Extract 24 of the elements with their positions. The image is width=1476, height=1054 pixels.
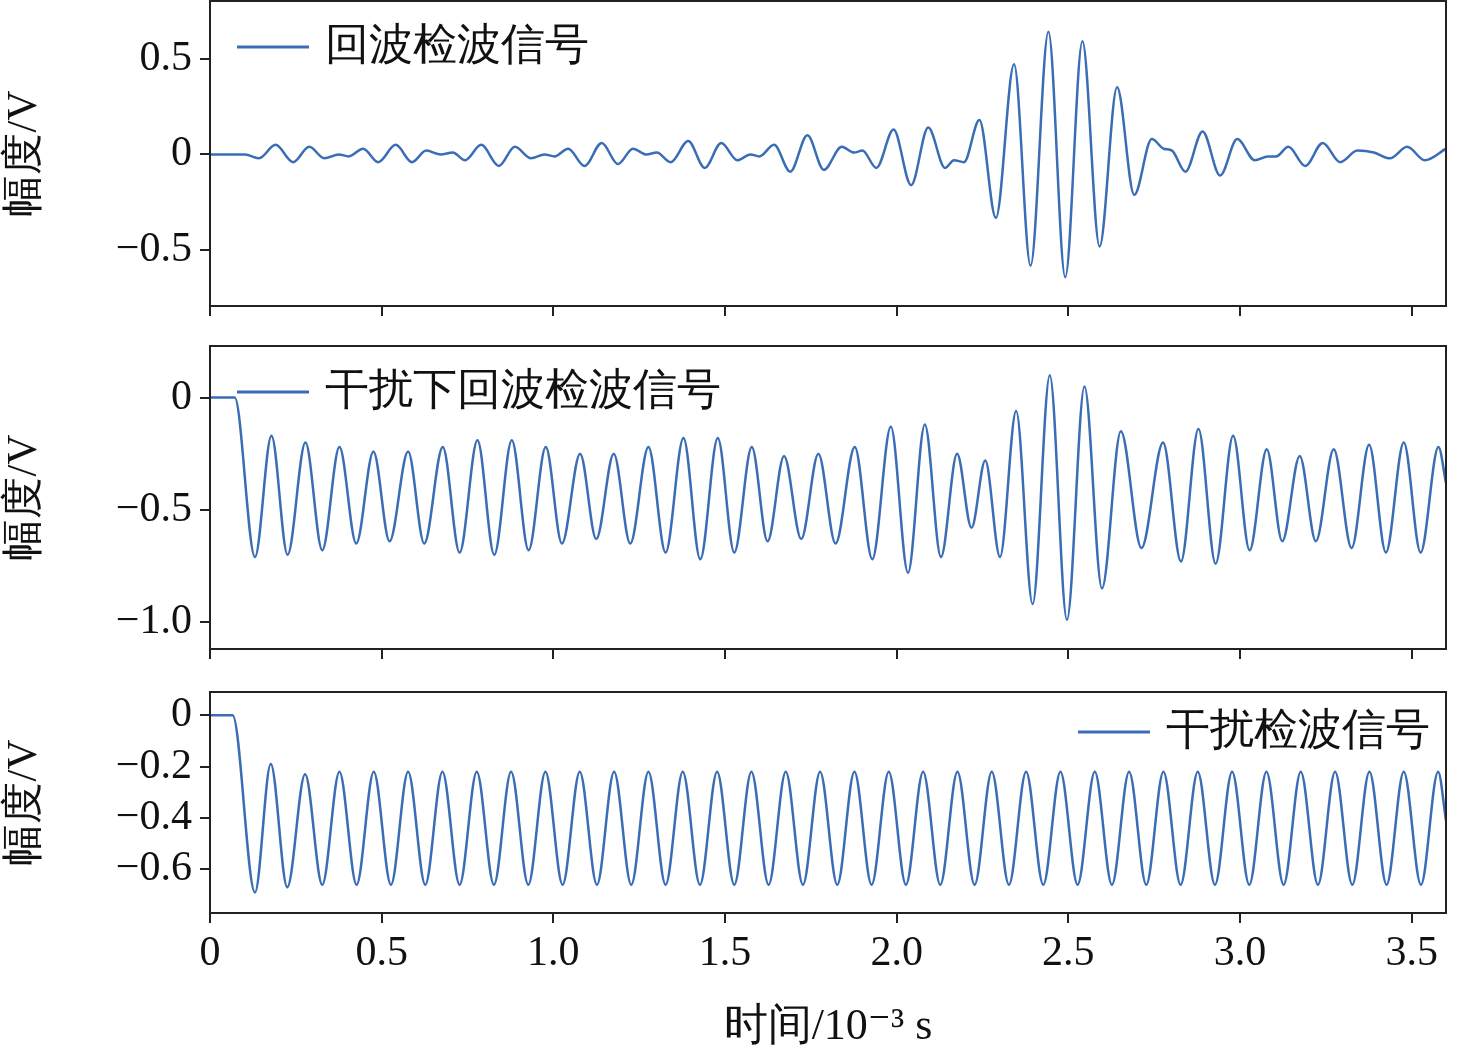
legend-label: 干扰下回波检波信号 (325, 364, 721, 414)
legend-label: 回波检波信号 (325, 19, 589, 69)
y-tick-label: −0.6 (115, 843, 192, 890)
y-tick-label: −0.5 (115, 224, 192, 271)
y-tick-label: 0.5 (139, 32, 192, 79)
y-tick-label: −0.2 (115, 740, 192, 787)
y-tick-label: −1.0 (115, 596, 192, 643)
x-tick-label: 2.0 (870, 928, 923, 975)
x-axis-title: 时间/10⁻³ s (723, 1000, 933, 1050)
x-tick-label: 1.0 (527, 928, 580, 975)
y-axis-title: 幅度/V (0, 739, 46, 866)
y-axis-title: 幅度/V (0, 434, 46, 561)
x-tick-label: 2.5 (1042, 928, 1095, 975)
y-tick-label: −0.5 (115, 483, 192, 530)
x-tick-label: 3.5 (1385, 928, 1438, 975)
x-tick-label: 0.5 (355, 928, 408, 975)
x-tick-label: 1.5 (698, 928, 752, 975)
y-tick-label: 0 (171, 128, 192, 175)
y-tick-label: −0.4 (115, 791, 192, 838)
x-tick-label: 3.0 (1213, 928, 1267, 975)
y-axis-title: 幅度/V (0, 90, 46, 217)
legend-label: 干扰检波信号 (1166, 704, 1430, 754)
y-tick-label: 0 (171, 689, 192, 736)
y-tick-label: 0 (171, 371, 192, 418)
